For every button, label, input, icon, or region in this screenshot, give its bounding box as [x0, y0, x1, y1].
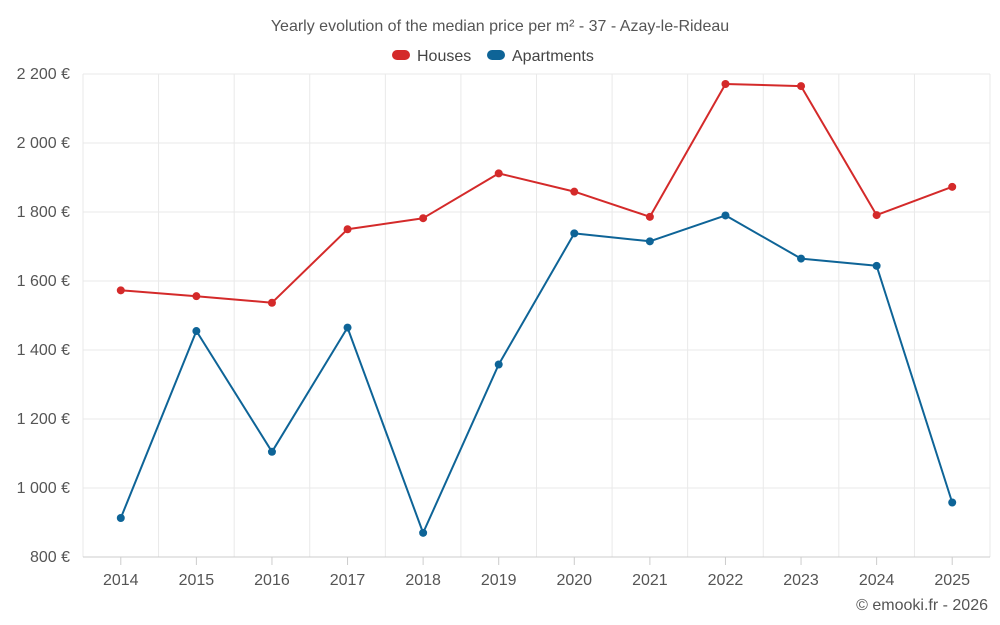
- data-point-apartments[interactable]: [116, 514, 125, 523]
- grid: [82, 73, 991, 557]
- x-tick-label: 2014: [103, 572, 139, 589]
- chart-title: Yearly evolution of the median price per…: [271, 18, 729, 35]
- x-tick-label: 2024: [859, 572, 895, 589]
- x-tick-label: 2023: [783, 572, 819, 589]
- y-tick-label: 1 600 €: [17, 273, 70, 290]
- legend-label: Apartments: [512, 48, 594, 65]
- data-point-apartments[interactable]: [721, 211, 730, 220]
- data-point-houses[interactable]: [494, 169, 503, 178]
- x-tick-label: 2018: [405, 572, 441, 589]
- credit-text: © emooki.fr - 2026: [856, 597, 988, 614]
- x-tick-label: 2015: [179, 572, 215, 589]
- legend-label: Houses: [417, 48, 471, 65]
- series-line-houses: [120, 83, 953, 304]
- y-tick-label: 1 800 €: [17, 204, 70, 221]
- legend-item-apartments[interactable]: Apartments: [487, 48, 594, 65]
- series-line-apartments: [119, 214, 954, 534]
- x-tick-label: 2021: [632, 572, 668, 589]
- y-tick-label: 1 200 €: [17, 411, 70, 428]
- x-tick-label: 2022: [708, 572, 744, 589]
- data-point-apartments[interactable]: [797, 254, 806, 263]
- data-point-apartments[interactable]: [192, 327, 201, 336]
- data-point-houses[interactable]: [797, 82, 806, 91]
- data-point-houses[interactable]: [192, 292, 201, 301]
- data-point-houses[interactable]: [645, 212, 654, 221]
- data-point-apartments[interactable]: [343, 323, 352, 332]
- y-tick-label: 2 200 €: [17, 66, 70, 83]
- data-point-houses[interactable]: [570, 187, 579, 196]
- legend-swatch: [487, 50, 505, 60]
- data-point-houses[interactable]: [267, 298, 276, 307]
- x-tick-label: 2020: [556, 572, 592, 589]
- data-point-apartments[interactable]: [948, 498, 957, 507]
- legend: Houses Apartments: [392, 48, 594, 65]
- data-point-houses[interactable]: [948, 182, 957, 191]
- y-tick-label: 1 400 €: [17, 342, 70, 359]
- data-point-apartments[interactable]: [494, 360, 503, 369]
- data-point-apartments[interactable]: [419, 528, 428, 537]
- x-tick-label: 2019: [481, 572, 517, 589]
- axes: 800 € 1 000 € 1 200 € 1 400 € 1 600 € 1 800 €…: [17, 66, 990, 589]
- data-point-apartments[interactable]: [645, 237, 654, 246]
- data-point-houses[interactable]: [116, 286, 125, 295]
- data-point-apartments[interactable]: [267, 447, 276, 456]
- x-tick-label: 2017: [330, 572, 366, 589]
- legend-item-houses[interactable]: Houses: [392, 48, 471, 65]
- data-point-houses[interactable]: [721, 80, 730, 89]
- x-tick-label: 2025: [934, 572, 970, 589]
- data-point-houses[interactable]: [872, 211, 881, 220]
- y-tick-label: 2 000 €: [17, 135, 70, 152]
- y-tick-label: 800 €: [30, 549, 70, 566]
- data-point-apartments[interactable]: [872, 261, 881, 270]
- legend-swatch: [392, 50, 410, 60]
- series-layer: [116, 80, 957, 537]
- x-tick-label: 2016: [254, 572, 290, 589]
- data-point-houses[interactable]: [419, 214, 428, 223]
- data-point-apartments[interactable]: [570, 229, 579, 238]
- data-point-houses[interactable]: [343, 225, 352, 234]
- y-tick-label: 1 000 €: [17, 480, 70, 497]
